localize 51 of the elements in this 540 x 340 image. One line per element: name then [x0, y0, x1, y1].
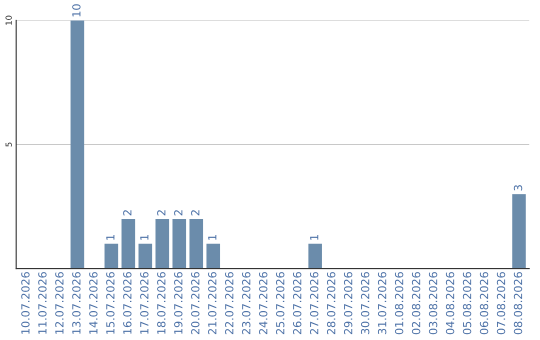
bar: [172, 218, 186, 269]
bar: [104, 244, 118, 269]
data-label: 1: [140, 234, 148, 240]
x-tick-label: 04.08.2026: [446, 272, 454, 334]
x-tick-label: 29.07.2026: [344, 272, 352, 334]
x-tick-label: 22.07.2026: [225, 272, 234, 334]
x-tick-label: 28.07.2026: [326, 272, 336, 334]
data-label: 2: [123, 210, 132, 216]
x-tick-label: 21.07.2026: [208, 272, 216, 334]
x-tick-label: 05.08.2026: [462, 272, 472, 334]
x-tick-label: 11.07.2026: [38, 272, 47, 334]
x-tick-label: 27.07.2026: [310, 272, 318, 334]
data-label: 1: [310, 234, 318, 240]
x-tick-label: 10.07.2026: [21, 272, 30, 334]
x-tick-label: 13.07.2026: [72, 272, 81, 334]
bar: [155, 218, 170, 269]
y-tick-label: 5: [6, 142, 12, 147]
x-tick-label: 26.07.2026: [293, 272, 302, 334]
x-tick-label: 17.07.2026: [140, 272, 149, 334]
x-tick-label: 07.08.2026: [496, 272, 506, 334]
data-label: 2: [157, 210, 166, 216]
x-tick-label: 16.07.2026: [123, 272, 132, 334]
x-tick-label: 23.07.2026: [242, 272, 250, 334]
x-tick-label: 30.07.2026: [360, 272, 370, 334]
bar: [70, 20, 84, 269]
bar: [512, 194, 526, 269]
data-label: 2: [174, 210, 182, 216]
x-tick-label: 18.07.2026: [157, 272, 166, 334]
bar: [308, 244, 322, 269]
bar: [189, 218, 204, 269]
x-tick-label: 08.08.2026: [514, 272, 522, 334]
x-tick-label: 31.07.2026: [378, 272, 386, 334]
data-label: 2: [191, 210, 200, 216]
x-tick-label: 12.07.2026: [55, 272, 64, 334]
x-tick-label: 02.08.2026: [412, 272, 420, 334]
x-tick-label: 20.07.2026: [191, 272, 200, 334]
x-tick-label: 25.07.2026: [276, 272, 284, 334]
x-tick-label: 19.07.2026: [174, 272, 182, 334]
bar: [138, 244, 152, 269]
bar: [206, 244, 220, 269]
bar: [122, 218, 136, 269]
x-tick-label: 24.07.2026: [259, 272, 268, 334]
data-label: 1: [106, 234, 114, 240]
x-tick-label: 01.08.2026: [394, 272, 404, 334]
data-label: 10: [72, 4, 81, 16]
data-label: 1: [208, 234, 216, 240]
x-tick-label: 03.08.2026: [428, 272, 438, 334]
data-label: 3: [514, 185, 522, 191]
x-tick-label: 15.07.2026: [106, 272, 115, 334]
x-tick-label: 14.07.2026: [89, 272, 98, 334]
x-tick-label: 06.08.2026: [480, 272, 488, 334]
